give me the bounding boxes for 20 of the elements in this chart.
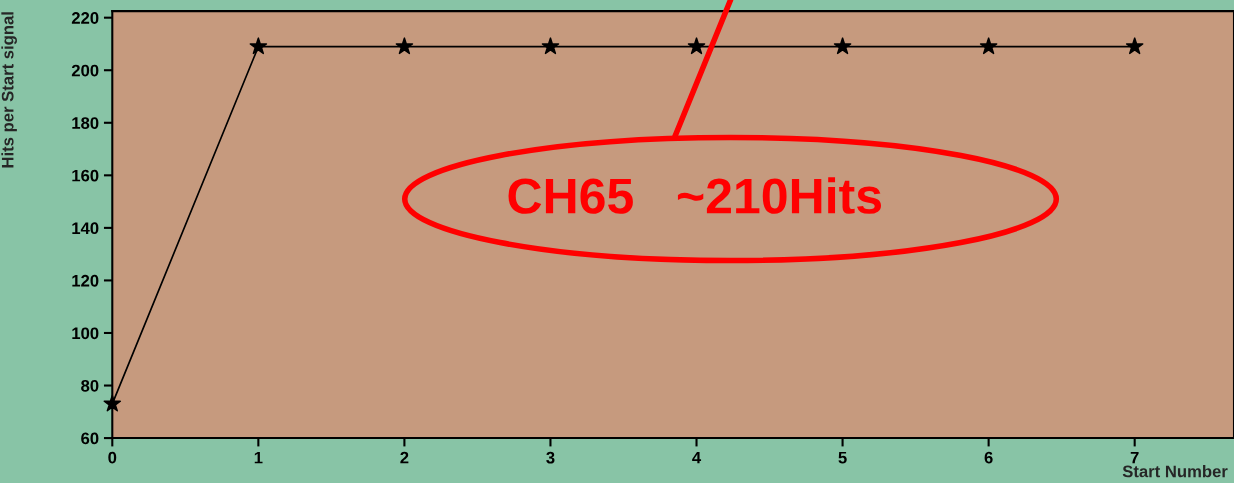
x-tick-label: 7 — [1130, 451, 1139, 464]
x-tick-label: 6 — [984, 451, 993, 464]
y-tick-label: 220 — [71, 12, 99, 24]
y-tick-label: 100 — [72, 327, 99, 340]
y-tick-label: 60 — [81, 432, 99, 445]
x-tick-label: 3 — [546, 451, 555, 464]
x-tick-label: 0 — [108, 451, 117, 464]
y-tick-label: 200 — [71, 64, 99, 77]
y-tick-label: 120 — [72, 274, 99, 287]
y-tick-label: 80 — [81, 379, 99, 392]
annotation: CH65 ~210Hits — [508, 177, 881, 214]
x-axis-title: Start Number — [1122, 465, 1228, 478]
x-tick-label: 5 — [838, 451, 847, 464]
y-tick-label: 140 — [72, 222, 99, 235]
y-tick-label: 180 — [72, 117, 99, 129]
x-tick-label: 4 — [692, 451, 702, 464]
x-tick-label: 1 — [254, 451, 263, 464]
x-tick-label: 2 — [400, 451, 409, 464]
y-tick-label: 160 — [72, 169, 99, 182]
y-axis-title: Hits per Start signal — [1, 12, 17, 168]
